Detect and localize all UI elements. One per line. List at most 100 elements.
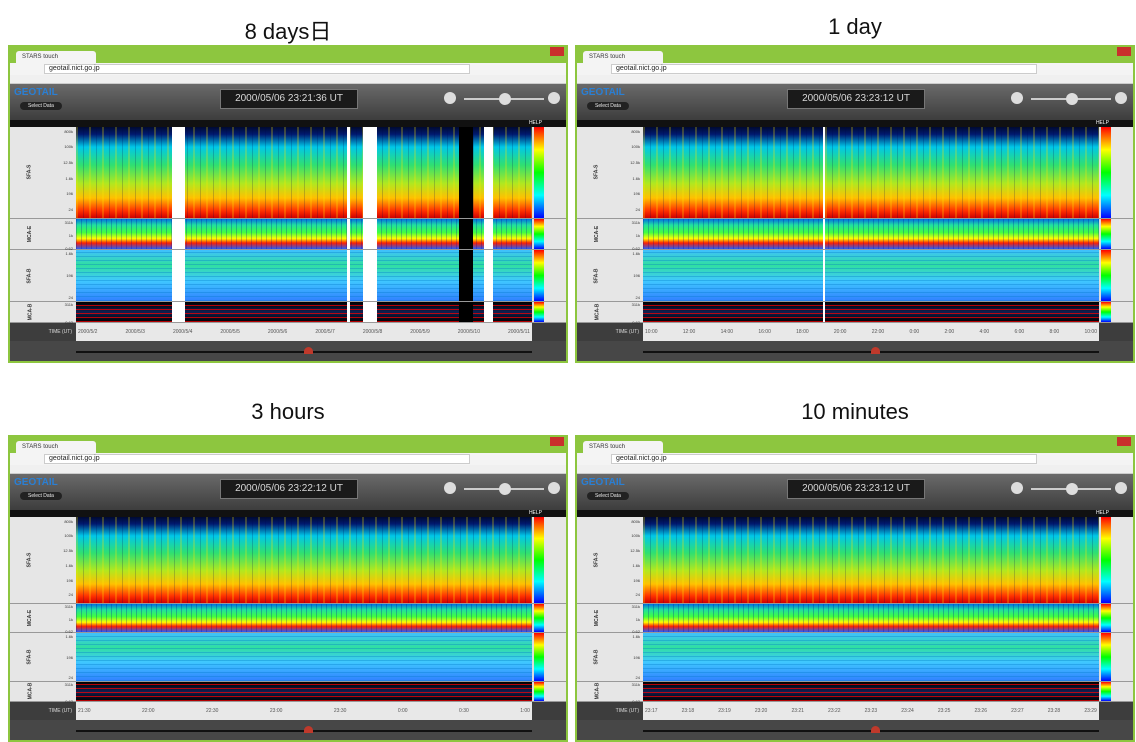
y-tick-label: 24 [69, 207, 73, 212]
data-gap [363, 250, 377, 301]
scrub-knob[interactable] [304, 726, 313, 733]
y-tick-label: 196 [633, 655, 640, 660]
y-tick-label: 311k [632, 682, 640, 687]
scrub-knob[interactable] [871, 726, 880, 733]
help-button[interactable]: HELP [529, 510, 542, 517]
scrub-track[interactable] [643, 351, 1099, 353]
y-tick-label: 12.5k [630, 160, 640, 165]
row-name: SFA-S [593, 552, 599, 567]
row-label: MCA-E311k1k0.62 [10, 604, 76, 633]
row-name: SFA-S [26, 165, 32, 180]
time-axis: TIME (UT)21:3022:0022:3023:0023:300:000:… [10, 702, 566, 720]
zoom-in[interactable] [1115, 92, 1127, 104]
scrub-knob[interactable] [871, 347, 880, 354]
help-button[interactable]: HELP [1096, 510, 1109, 517]
x-tick-label: 23:22 [828, 708, 841, 714]
y-tick-label: 1k [69, 617, 73, 622]
browser-tab[interactable]: STARS touch [583, 51, 663, 63]
x-tick-label: 23:20 [755, 708, 768, 714]
spectrogram [643, 604, 1099, 633]
select-data-button[interactable]: Select Data [20, 102, 62, 110]
bookmarks-bar [10, 75, 566, 84]
x-tick-label: 23:28 [1048, 708, 1061, 714]
url-field[interactable]: geotail.nict.go.jp [44, 64, 470, 74]
x-tick-label: 22:00 [142, 708, 155, 714]
zoom-in[interactable] [548, 482, 560, 494]
zoom-slider[interactable] [1031, 488, 1111, 490]
data-gap [484, 127, 493, 218]
y-tick-label: 311k [632, 604, 640, 609]
x-tick-label: 23:29 [1084, 708, 1097, 714]
help-strip: HELP [577, 510, 1133, 517]
y-tick-label: 24 [636, 592, 640, 597]
zoom-slider[interactable] [464, 488, 544, 490]
time-ticks: 2000/5/22000/5/32000/5/42000/5/52000/5/6… [76, 323, 532, 341]
help-button[interactable]: HELP [1096, 120, 1109, 127]
right-margin [1111, 517, 1133, 603]
time-axis: TIME (UT)23:1723:1823:1923:2023:2123:222… [577, 702, 1133, 720]
zoom-in[interactable] [548, 92, 560, 104]
browser-window: STARS touchgeotail.nict.go.jpGEOTAILSele… [575, 435, 1135, 742]
browser-tab[interactable]: STARS touch [16, 51, 96, 63]
select-data-button[interactable]: Select Data [587, 102, 629, 110]
address-bar: geotail.nict.go.jp [10, 453, 566, 465]
zoom-slider[interactable] [464, 98, 544, 100]
row-name: SFA-S [593, 165, 599, 180]
data-gap [459, 127, 473, 218]
spectrogram-row: MCA-E311k1k0.62 [10, 604, 566, 634]
zoom-out[interactable] [444, 92, 456, 104]
zoom-slider[interactable] [1031, 98, 1111, 100]
spectrogram [76, 127, 532, 218]
row-name: MCA-B [27, 683, 33, 700]
data-gap [347, 250, 350, 301]
right-margin [544, 250, 566, 301]
zoom-out[interactable] [1011, 482, 1023, 494]
browser-tab[interactable]: STARS touch [583, 441, 663, 453]
y-tick-label: 196 [633, 191, 640, 196]
y-tick-label: 0.62 [632, 320, 640, 325]
zoom-out[interactable] [1011, 92, 1023, 104]
url-field[interactable]: geotail.nict.go.jp [611, 454, 1037, 464]
close-button[interactable] [550, 47, 564, 56]
scrub-knob[interactable] [304, 347, 313, 354]
browser-tab[interactable]: STARS touch [16, 441, 96, 453]
y-tick-label: 24 [69, 675, 73, 680]
x-tick-label: 0:00 [398, 708, 408, 714]
data-gap [823, 302, 825, 322]
color-bar [534, 302, 544, 322]
scrub-track[interactable] [76, 351, 532, 353]
select-data-button[interactable]: Select Data [20, 492, 62, 500]
url-field[interactable]: geotail.nict.go.jp [611, 64, 1037, 74]
y-tick-label: 0.62 [65, 320, 73, 325]
zoom-in[interactable] [1115, 482, 1127, 494]
x-tick-label: 2:00 [944, 329, 954, 335]
x-tick-label: 23:18 [682, 708, 695, 714]
spectrogram [643, 250, 1099, 301]
x-tick-label: 2000/5/5 [220, 329, 239, 335]
row-label: MCA-B311k0.62 [577, 302, 643, 322]
spectrogram [643, 633, 1099, 681]
y-tick-label: 311k [65, 604, 73, 609]
x-tick-label: 10:00 [645, 329, 658, 335]
y-tick-label: 100k [64, 533, 73, 538]
scrub-track[interactable] [643, 730, 1099, 732]
scrub-track[interactable] [76, 730, 532, 732]
url-field[interactable]: geotail.nict.go.jp [44, 454, 470, 464]
close-button[interactable] [550, 437, 564, 446]
color-bar [1101, 219, 1111, 249]
tab-bar: STARS touch [10, 47, 566, 63]
spectrogram-row: MCA-B311k0.62 [10, 682, 566, 702]
zoom-out[interactable] [444, 482, 456, 494]
row-label: MCA-B311k0.62 [10, 302, 76, 322]
help-button[interactable]: HELP [529, 120, 542, 127]
close-button[interactable] [1117, 437, 1131, 446]
data-gap [484, 250, 493, 301]
right-margin [1111, 219, 1133, 249]
color-bar [534, 127, 544, 218]
close-button[interactable] [1117, 47, 1131, 56]
select-data-button[interactable]: Select Data [587, 492, 629, 500]
